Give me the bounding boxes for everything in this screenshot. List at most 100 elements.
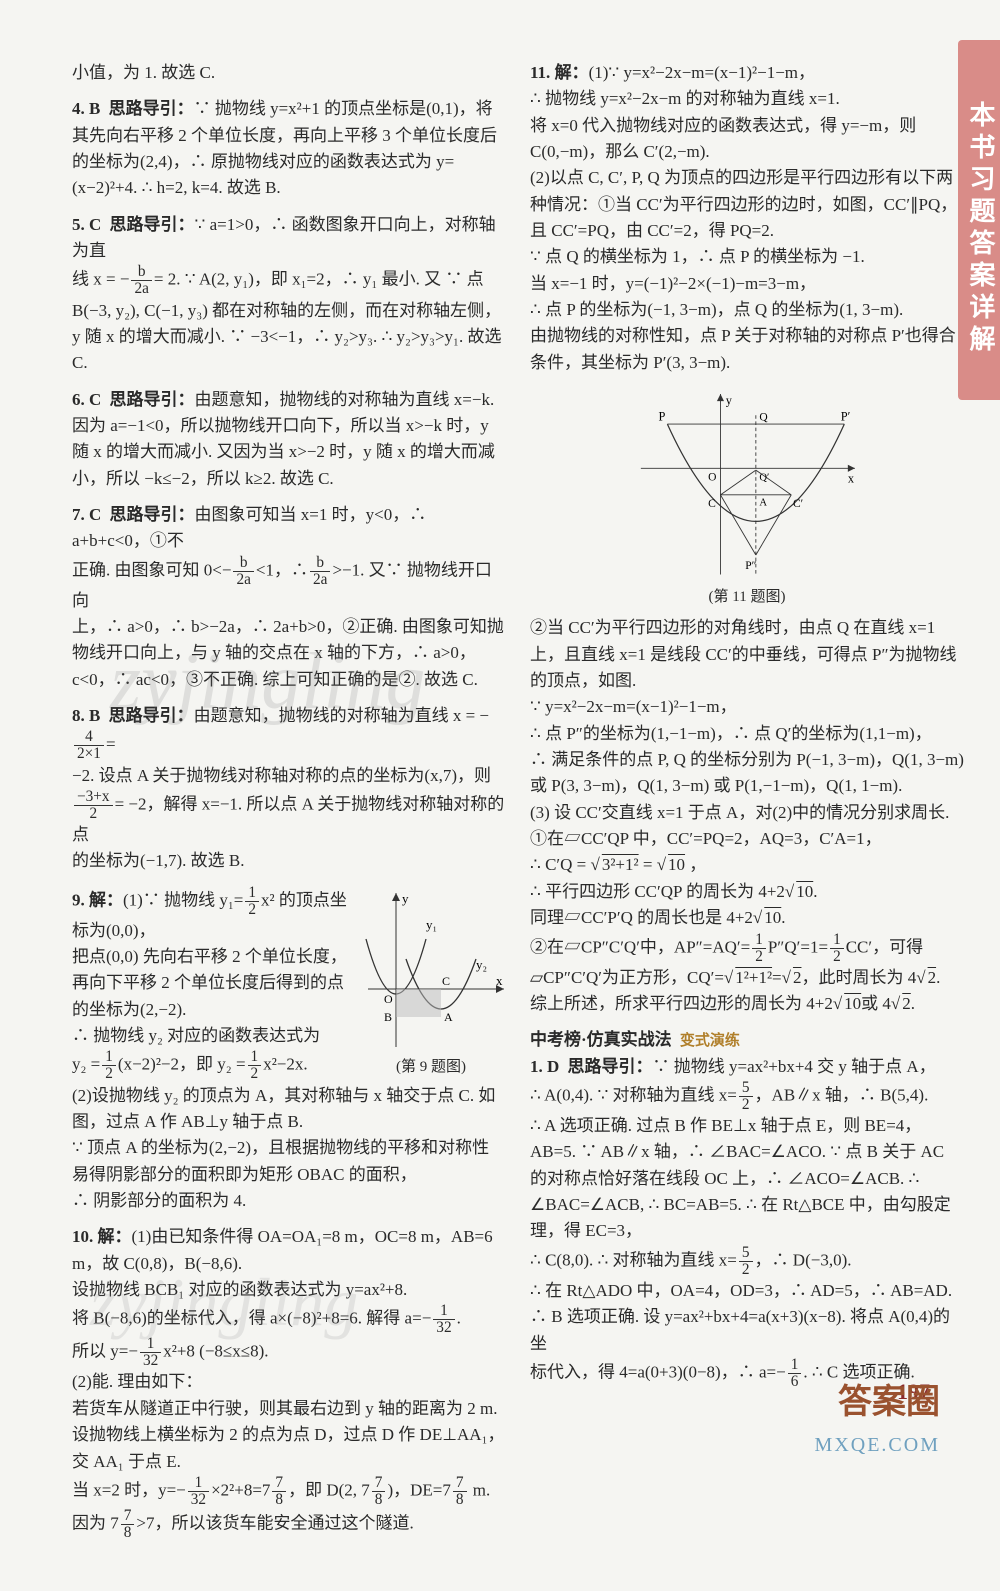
q11-2e: 由抛物线的对称性知，点 P 关于对称轴的对称点 P′也得合条件，其坐标为 P′(… [530, 326, 956, 371]
q11-2a: (2)以点 C, C′, P, Q 为顶点的四边形是平行四边形有以下两种情况：①… [530, 168, 957, 240]
q9-1b: x² 的顶点坐 [261, 890, 347, 909]
q11-3g-e: ，此时周长为 4√ [801, 968, 925, 987]
frac-1-6: 16 [788, 1357, 802, 1390]
q10-1a: (1)由已知条件得 OA=OA₁=8 m，OC=8 m，AB=6 m，故 C(0… [72, 1227, 493, 1272]
svg-text:Q: Q [759, 412, 768, 424]
svg-text:x: x [848, 472, 855, 486]
q9-1e: ∴ 抛物线 y₂ 对应的函数表达式为 [72, 1026, 320, 1045]
figure-9-caption: (第 9 题图) [356, 1056, 506, 1079]
q10-2d-b: >7，所以该货车能安全通过这个隧道. [136, 1513, 413, 1532]
brand-1: 答案圈 [815, 1377, 940, 1430]
svg-text:C′: C′ [793, 498, 803, 510]
zk1-e: ∴ 在 Rt△ADO 中，OA=4，OD=3，∴ AD=5，∴ AB=AD. ∴… [530, 1281, 952, 1353]
svg-text:P″: P″ [745, 560, 756, 572]
q11-2c: 当 x=−1 时，y=(−1)²−2×(−1)−m=3−m， [530, 274, 816, 293]
q8-b: = [106, 735, 116, 754]
frac-b-2a-2: b2a [233, 555, 253, 588]
q6-ans: C [89, 390, 101, 409]
q9-1d: 把点(0,0) 先向右平移 2 个单位长度，再向下平移 2 个单位长度后得到的点… [72, 947, 347, 1019]
frac-7-8b: 78 [372, 1475, 386, 1508]
q10-1c-b: . [457, 1309, 461, 1328]
q5: 5. C 思路导引：∵ a=1>0，∴ 函数图象开口向上，对称轴为直 线 x =… [72, 212, 506, 377]
q10-1d-b: x²+8 (−8≤x≤8). [163, 1342, 268, 1361]
svg-text:Q′: Q′ [759, 473, 769, 484]
q4: 4. B 思路导引：∵ 抛物线 y=x²+1 的顶点坐标是(0,1)，将其先向右… [72, 96, 506, 201]
q10-1c-a: 将 B(−8,6)的坐标代入，得 a×(−8)²+8=6. 解得 a=− [72, 1309, 431, 1328]
sqrt-10: 10 [666, 855, 685, 874]
q11-3c-e: ， [685, 855, 706, 874]
q11-1a: (1)∵ y=x²−2x−m=(x−1)²−1−m， [589, 63, 815, 82]
q10-2d-a: 因为 7 [72, 1513, 119, 1532]
q6-num: 6. [72, 390, 85, 409]
q4-num: 4. [72, 99, 85, 118]
q9-head: 解： [89, 890, 123, 909]
q5-tag: 思路导引： [110, 215, 195, 234]
q10-2c-d: )，DE=7 [387, 1480, 450, 1499]
q11-1c: 将 x=0 代入抛物线对应的函数表达式，得 y=−m，则 C(0,−m)，那么 … [530, 116, 916, 161]
zk1-d-a: ∴ C(8,0). ∴ 对称轴为直线 x= [530, 1250, 737, 1269]
q6: 6. C 思路导引：由题意知，抛物线的对称轴为直线 x=−k. 因为 a=−1<… [72, 387, 506, 492]
q11-3h-a: 综上所述，所求平行四边形的周长为 4+2√ [530, 994, 842, 1013]
right-column: 11. 解：(1)∵ y=x²−2x−m=(x−1)²−1−m， ∴ 抛物线 y… [530, 60, 964, 1551]
sqrt-11: 1²+1² [733, 968, 772, 987]
svg-text:A: A [444, 1010, 453, 1024]
q11-cont: ②当 CC′为平行四边形的对角线时，由点 Q 在直线 x=1 上，且直线 x=1… [530, 615, 964, 1017]
q4-tag: 思路导引： [109, 99, 194, 118]
svg-text:x: x [496, 973, 503, 988]
q9-2c: ∴ 阴影部分的面积为 4. [72, 1191, 246, 1210]
q11-3c-c: = √ [639, 855, 666, 874]
q4-ans: B [89, 99, 100, 118]
frac-1-2d: 12 [752, 932, 766, 965]
frac-1-2e: 12 [830, 932, 844, 965]
q8: 8. B 思路导引：由题意知，抛物线的对称轴为直线 x = −42×1= −2.… [72, 703, 506, 875]
frac-7-8d: 78 [121, 1508, 135, 1541]
q8-d: = −2，解得 x=−1. 所以点 A 关于抛物线对称轴对称的点 [72, 794, 504, 844]
zk1-num: 1. [530, 1057, 543, 1076]
q3-tail: 小值，为 1. 故选 C. [72, 60, 506, 86]
sqrt-10d: 10 [842, 994, 861, 1013]
q11-3e-a: 同理▱CC′P′Q 的周长也是 4+2√ [530, 908, 762, 927]
svg-text:P′: P′ [841, 410, 851, 424]
q9-1c: 标为(0,0)， [72, 921, 156, 940]
q5-c: B(−3, y₂), C(−1, y₃) 都在对称轴的左侧，而在对称轴左侧，y … [72, 301, 501, 373]
sqrt-2b: 2 [926, 968, 937, 987]
q10-2c-c: ，即 D(2, 7 [288, 1480, 370, 1499]
frac-1-2b: 12 [102, 1049, 116, 1082]
q10: 10. 解：(1)由已知条件得 OA=OA₁=8 m，OC=8 m，AB=6 m… [72, 1224, 506, 1541]
q11-1b: ∴ 抛物线 y=x²−2x−m 的对称轴为直线 x=1. [530, 89, 840, 108]
q11-2h: ∴ 点 P″的坐标为(1,−1−m)，∴ 点 Q′的坐标为(1,1−m)， [530, 724, 932, 743]
figure-11: y x O P P′ Q Q′ C C′ A P″ (第 11 题图) [530, 386, 964, 609]
frac-7-8: 78 [272, 1475, 286, 1508]
q11-3h-c: 或 4√ [861, 994, 900, 1013]
frac-1-2c: 12 [248, 1049, 262, 1082]
zk1-c: ∴ A 选项正确. 过点 B 作 BE⊥x 轴于点 E，则 BE=4，AB=5.… [530, 1116, 951, 1240]
q10-1d-a: 所以 y=− [72, 1342, 138, 1361]
q5-num: 5. [72, 215, 85, 234]
q11-3c-a: ∴ C′Q = √ [530, 855, 600, 874]
frac-b-2a-3: b2a [310, 555, 330, 588]
q5-ans: C [89, 215, 101, 234]
frac-5-2b: 52 [739, 1245, 753, 1278]
q10-head: 解： [98, 1227, 132, 1246]
frac-m3x-2: −3+x2 [74, 789, 113, 822]
brand-2: MXQE.COM [815, 1430, 940, 1461]
q11-3b: ①在▱CC′QP 中，CC′=PQ=2，AQ=3，C′A=1， [530, 829, 882, 848]
q9-1f-c: x²−2x. [263, 1055, 307, 1074]
q7: 7. C 思路导引：由图象可知当 x=1 时，y<0，∴ a+b+c<0，①不 … [72, 502, 506, 693]
frac-1-32b: 132 [140, 1336, 161, 1369]
q11-2b: ∵ 点 Q 的横坐标为 1，∴ 点 P 的横坐标为 −1. [530, 247, 865, 266]
q11-3g-g: . [936, 968, 940, 987]
q11-3g-c: =√ [772, 968, 791, 987]
svg-text:B: B [384, 1010, 392, 1024]
frac-4-2x1: 42×1 [74, 729, 104, 762]
q6-tag: 思路导引： [110, 390, 195, 409]
q5-b: = 2. ∵ A(2, y₁)，即 x₁=2，∴ y₁ 最小. 又 ∵ 点 [154, 270, 484, 289]
q9-num: 9. [72, 890, 85, 909]
figure-9: y x O B A C y₁ y₂ (第 9 题图) [356, 889, 506, 1069]
frac-1-32: 132 [433, 1303, 454, 1336]
q11-3f-b: P″Q′=1= [768, 937, 828, 956]
q8-num: 8. [72, 706, 85, 725]
svg-text:C: C [442, 974, 450, 988]
q11-2f: ②当 CC′为平行四边形的对角线时，由点 Q 在直线 x=1 上，且直线 x=1… [530, 618, 957, 690]
sqrt-10b: 10 [794, 882, 813, 901]
